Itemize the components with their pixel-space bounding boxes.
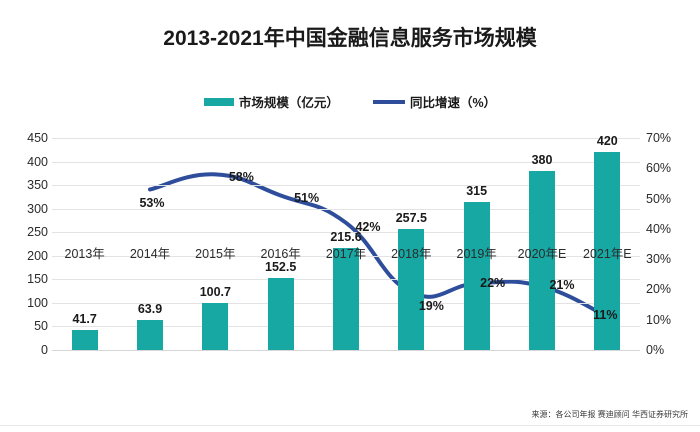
x-axis: 2013年 2014年 2015年 2016年 2017年 2018年 2019年 2020年…: [52, 243, 640, 267]
page-title: 2013-2021年中国金融信息服务市场规模: [163, 27, 537, 50]
bar-value-label: 41.7: [72, 312, 97, 327]
line-value-label: 22%: [480, 276, 506, 291]
line-value-label: 19%: [418, 299, 444, 314]
gridline: [52, 185, 640, 187]
bar-2014年[interactable]: [137, 319, 163, 350]
y-axis-tick-left: 0: [41, 343, 48, 357]
bar-2021年E[interactable]: [594, 152, 621, 350]
bar-value-label: 100.7: [199, 284, 231, 299]
line-value-label: 53%: [139, 196, 165, 211]
x-axis-tick: 2017年: [325, 247, 367, 261]
gridline: [52, 208, 640, 210]
bar-value-label: 152.5: [265, 260, 297, 275]
bar-2020年E[interactable]: [529, 170, 555, 350]
bar-value-label: 63.9: [137, 301, 163, 316]
y-axis-tick-right: 30%: [646, 252, 672, 267]
x-axis-tick: 2014年: [129, 247, 171, 261]
y-axis-tick-left: 150: [27, 272, 48, 287]
line-value-label: 21%: [549, 278, 575, 293]
source-note: 来源：各公司年报 赛迪顾问 华西证券研究所: [531, 410, 688, 419]
bar-value-label: 257.5: [395, 210, 427, 225]
y-axis-tick-right: 60%: [646, 161, 672, 176]
y-axis-tick-left: 400: [27, 154, 48, 169]
legend-label-growth-rate: 同比增速（%）: [409, 96, 497, 110]
bar-value-label: 380: [531, 152, 553, 167]
bar-value-label: 315: [466, 183, 488, 198]
bar-2019年[interactable]: [463, 201, 490, 350]
y-axis-tick-left: 450: [27, 131, 48, 145]
legend-item-market-size[interactable]: 市场规模（亿元）: [203, 92, 339, 111]
plot-area: 41.7 63.9 100.7 152.5 215.6 257.5 315 380 420 53%…: [52, 134, 640, 351]
line-swatch-icon: [372, 99, 405, 104]
bar-2018年[interactable]: [398, 228, 425, 350]
legend-label-market-size: 市场规模（亿元）: [238, 96, 339, 110]
x-axis-tick: 2018年: [391, 247, 432, 261]
bar-swatch-icon: [203, 97, 234, 106]
bar-2013年[interactable]: [71, 330, 98, 350]
bar-2016年[interactable]: [267, 278, 294, 350]
bar-value-label: 420: [596, 134, 618, 149]
bar-2017年[interactable]: [333, 248, 359, 350]
gridline: [52, 161, 640, 163]
footer-divider: [0, 425, 700, 426]
y-axis-tick-left: 200: [27, 248, 48, 263]
y-axis-tick-left: 250: [27, 225, 48, 240]
y-axis-tick-left: 300: [27, 201, 48, 216]
bar-2015年[interactable]: [202, 302, 229, 350]
gridline: [52, 138, 640, 139]
x-axis-tick: 2021年E: [583, 247, 632, 261]
x-axis-tick: 2015年: [195, 247, 236, 261]
x-axis-tick: 2013年: [64, 247, 105, 261]
line-value-label: 11%: [593, 307, 618, 322]
y-axis-tick-right: 10%: [646, 312, 672, 327]
line-value-label: 51%: [294, 190, 320, 205]
gridline: [52, 350, 640, 351]
x-axis-tick: 2016年: [260, 247, 301, 261]
legend-item-growth-rate[interactable]: 同比增速（%）: [372, 92, 497, 111]
chart-legend: 市场规模（亿元） 同比增速（%）: [0, 92, 700, 111]
y-axis-tick-left: 350: [27, 178, 48, 193]
y-axis-tick-left: 50: [34, 319, 48, 334]
gridline: [52, 232, 640, 234]
y-axis-tick-right: 20%: [646, 282, 672, 297]
y-axis-tick-right: 0%: [646, 343, 665, 357]
y-axis-tick-right: 70%: [646, 131, 672, 145]
bar-value-label: 215.6: [330, 230, 362, 245]
y-axis-tick-right: 50%: [646, 191, 672, 206]
y-axis-tick-right: 40%: [646, 221, 672, 236]
y-axis-tick-left: 100: [27, 295, 48, 310]
x-axis-tick: 2020年E: [517, 247, 567, 261]
x-axis-tick: 2019年: [456, 247, 497, 261]
plot-wrapper: 41.7 63.9 100.7 152.5 215.6 257.5 315 380 420 53%…: [0, 125, 700, 370]
line-value-label: 42%: [355, 219, 381, 234]
line-value-label: 58%: [228, 170, 254, 185]
